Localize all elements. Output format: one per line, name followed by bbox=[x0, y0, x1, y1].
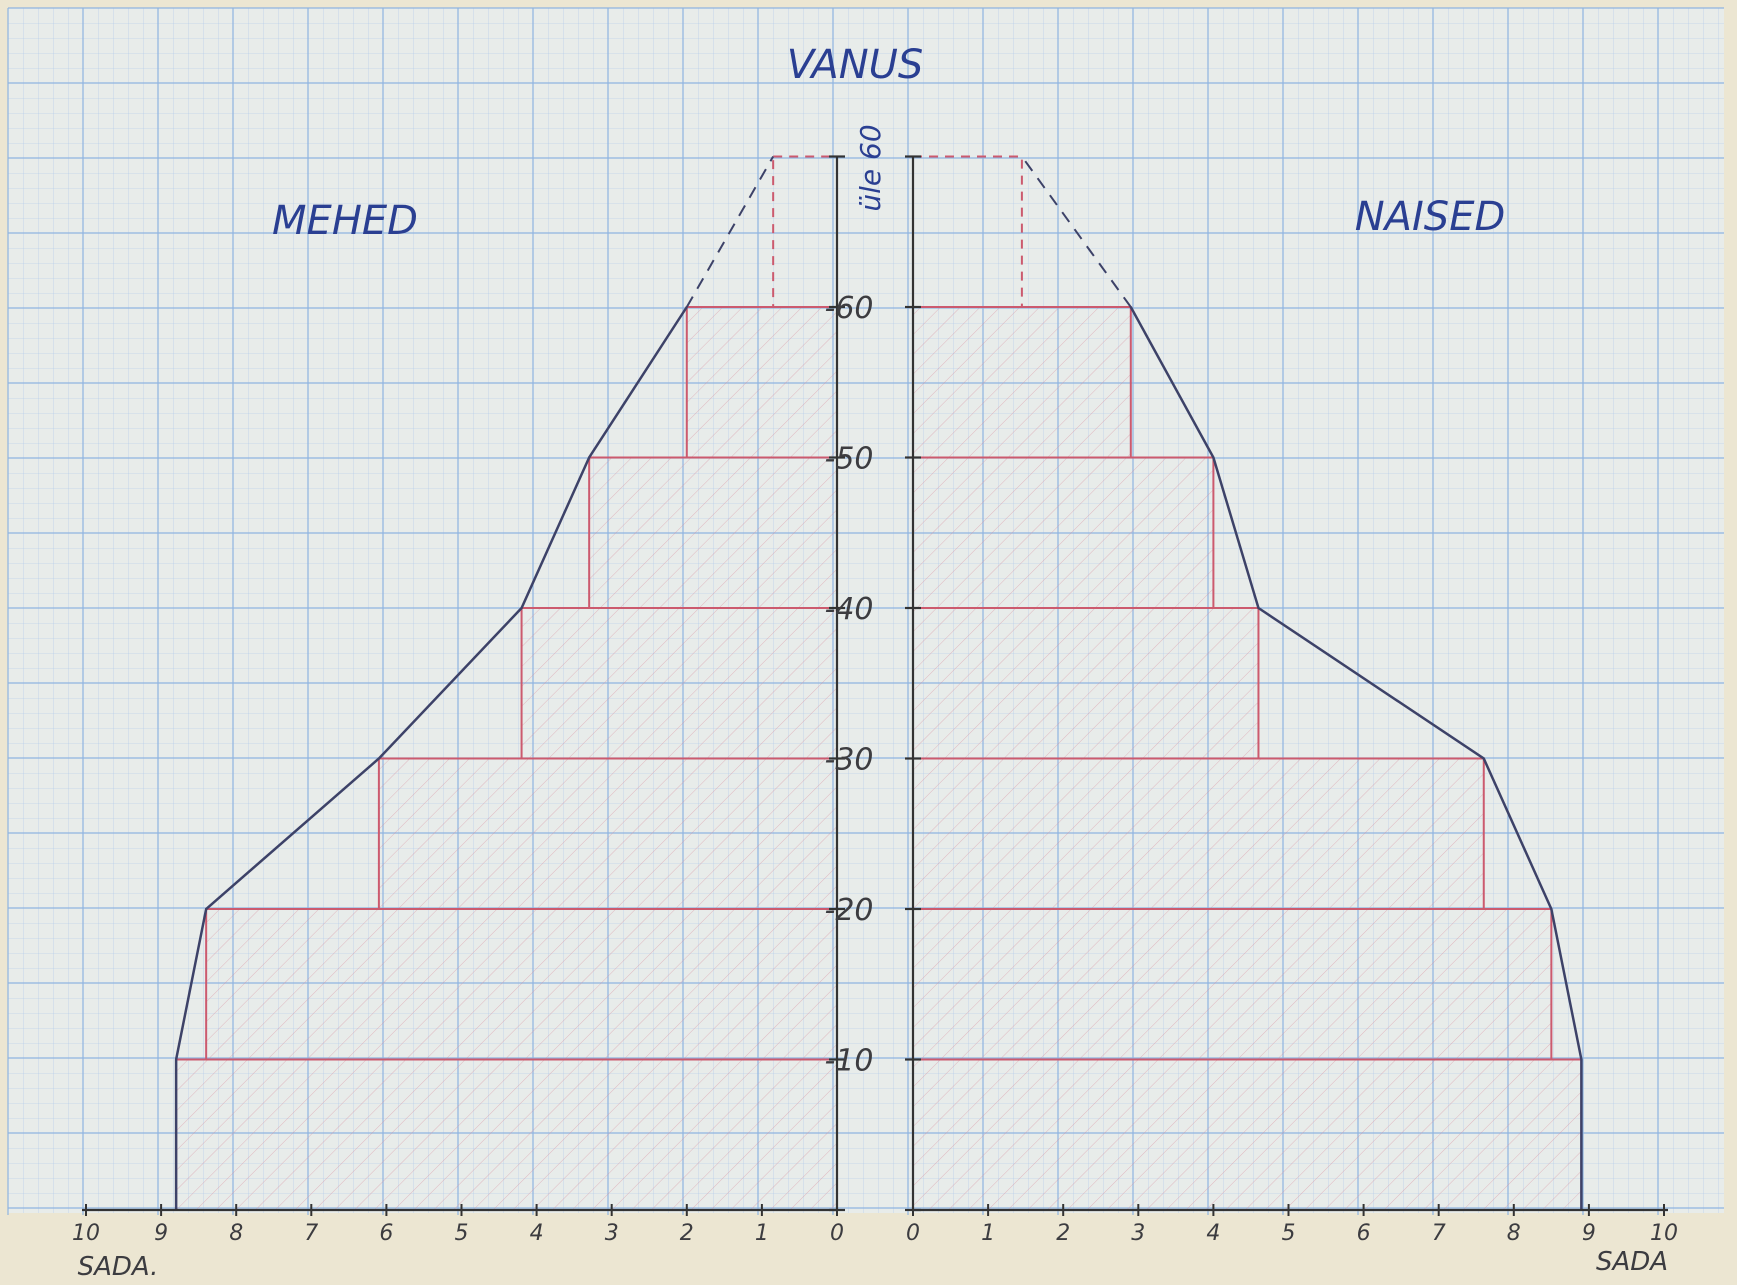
x-tick-label-right: 1 bbox=[981, 1221, 995, 1246]
bar-female bbox=[912, 456, 1215, 609]
female-outline bbox=[1129, 306, 1583, 1210]
x-tick-label-left: 6 bbox=[379, 1221, 393, 1246]
bar-male bbox=[685, 306, 838, 459]
female-outline-dashed bbox=[1021, 155, 1132, 308]
bars-group bbox=[175, 155, 1583, 1211]
y-tick-label: -60 bbox=[825, 291, 874, 326]
x-tick-label-right: 9 bbox=[1582, 1221, 1596, 1246]
x-tick-label-left: 5 bbox=[455, 1221, 469, 1246]
bar-male bbox=[205, 908, 839, 1061]
x-tick-label-right: 8 bbox=[1507, 1221, 1521, 1246]
x-unit-left: SADA. bbox=[78, 1252, 159, 1282]
chart-title: VANUS bbox=[787, 42, 924, 88]
bar-female bbox=[912, 908, 1553, 1061]
y-tick-label: -10 bbox=[825, 1044, 874, 1079]
y-tick-label: -20 bbox=[825, 893, 874, 928]
bar-male bbox=[520, 607, 839, 760]
bar-female bbox=[912, 306, 1132, 459]
x-tick-label-right: 0 bbox=[906, 1221, 920, 1246]
y-tick-label: -40 bbox=[825, 592, 874, 627]
left-series-label: MEHED bbox=[272, 198, 418, 244]
bar-male bbox=[175, 1058, 838, 1211]
y-tick-label: -30 bbox=[825, 743, 874, 778]
tick-labels-group: 10 9 8 7 6 5 4 3 2 1 0 0 1 2 3 4 5 6 7 8 9 10-10-20-30-40-50-… bbox=[72, 291, 1678, 1246]
male-outline-dashed bbox=[685, 156, 775, 308]
bar-female bbox=[912, 1058, 1583, 1211]
male-outline bbox=[174, 306, 688, 1210]
frequency-outline-group bbox=[174, 155, 1583, 1210]
x-tick-label-right: 6 bbox=[1357, 1221, 1371, 1246]
bar-male bbox=[377, 757, 838, 910]
x-tick-label-left: 10 bbox=[72, 1221, 100, 1246]
bar-male bbox=[772, 155, 838, 308]
top-group-label: üle 60 bbox=[854, 124, 887, 211]
x-tick-label-right: 10 bbox=[1650, 1221, 1678, 1246]
x-tick-label-left: 0 bbox=[830, 1221, 844, 1246]
axes-group bbox=[82, 155, 1668, 1216]
y-tick-label: -50 bbox=[825, 442, 874, 477]
x-tick-label-right: 5 bbox=[1282, 1221, 1296, 1246]
x-tick-label-left: 9 bbox=[154, 1221, 168, 1246]
bar-male bbox=[588, 456, 838, 609]
x-tick-label-left: 3 bbox=[605, 1221, 619, 1246]
x-tick-label-left: 1 bbox=[755, 1221, 769, 1246]
x-tick-label-left: 8 bbox=[229, 1221, 243, 1246]
x-tick-label-left: 7 bbox=[304, 1221, 318, 1246]
bar-female bbox=[912, 757, 1485, 910]
bar-female bbox=[912, 607, 1260, 760]
x-tick-label-left: 2 bbox=[680, 1221, 694, 1246]
x-unit-right: SADA bbox=[1596, 1247, 1668, 1277]
x-tick-label-left: 4 bbox=[530, 1221, 544, 1246]
x-tick-label-right: 3 bbox=[1131, 1221, 1145, 1246]
bar-female bbox=[912, 155, 1023, 308]
x-tick-label-right: 2 bbox=[1056, 1221, 1070, 1246]
x-tick-label-right: 4 bbox=[1206, 1221, 1220, 1246]
right-series-label: NAISED bbox=[1355, 194, 1506, 240]
x-tick-label-right: 7 bbox=[1432, 1221, 1446, 1246]
